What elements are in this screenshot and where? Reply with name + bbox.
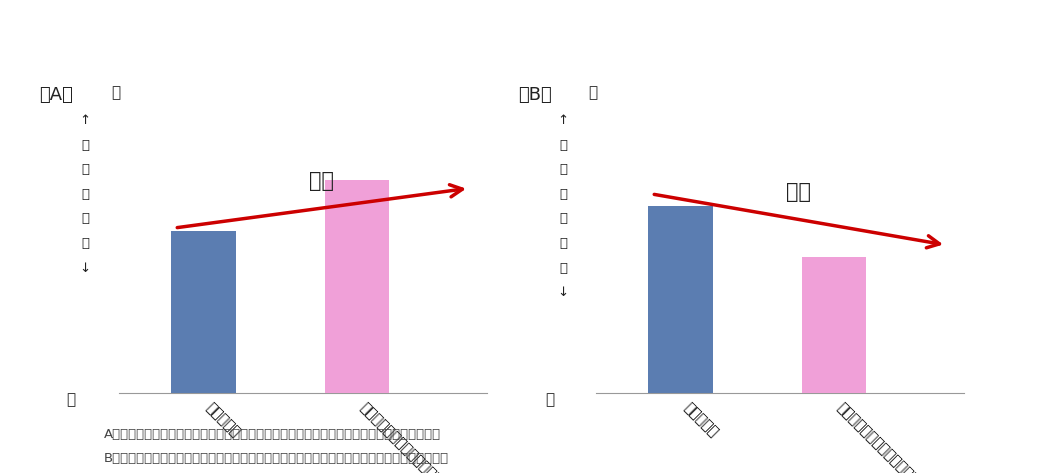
Text: 少: 少 [545, 392, 554, 407]
Text: 多: 多 [589, 85, 597, 100]
Text: B：ダメージした毛髪に「ホウライシダ葉エキス」を処理した際の毛髪内のシステイン量の変化: B：ダメージした毛髪に「ホウライシダ葉エキス」を処理した際の毛髪内のシステイン量… [104, 452, 449, 464]
Bar [325, 180, 389, 393]
Bar [648, 206, 712, 393]
Text: ↓: ↓ [558, 286, 568, 299]
Text: 増加: 増加 [309, 171, 334, 191]
Text: テ: テ [559, 188, 567, 201]
Bar [171, 231, 235, 393]
Bar [802, 257, 866, 393]
Text: 量: 量 [81, 237, 89, 250]
Text: チ: チ [81, 188, 89, 201]
Text: A：ダメージした毛髪に「ホウライシダ葉エキス」を処理した際の毛髪内のシスチン量の変化: A：ダメージした毛髪に「ホウライシダ葉エキス」を処理した際の毛髪内のシスチン量の… [104, 428, 441, 441]
Text: ↑: ↑ [80, 114, 90, 127]
Text: シ: シ [559, 139, 567, 152]
Text: （B）: （B） [518, 86, 553, 104]
Text: シ: シ [81, 139, 89, 152]
Text: ン: ン [81, 212, 89, 226]
Text: 多: 多 [112, 85, 120, 100]
Text: ス: ス [81, 163, 89, 176]
Text: ス: ス [559, 163, 567, 176]
Text: 量: 量 [559, 262, 567, 275]
Text: 減少: 減少 [786, 183, 811, 202]
Text: ↑: ↑ [558, 114, 568, 127]
Text: ン: ン [559, 237, 567, 250]
Text: ↓: ↓ [80, 262, 90, 275]
Text: イ: イ [559, 212, 567, 226]
Text: （A）: （A） [39, 86, 74, 104]
Text: 少: 少 [66, 392, 75, 407]
